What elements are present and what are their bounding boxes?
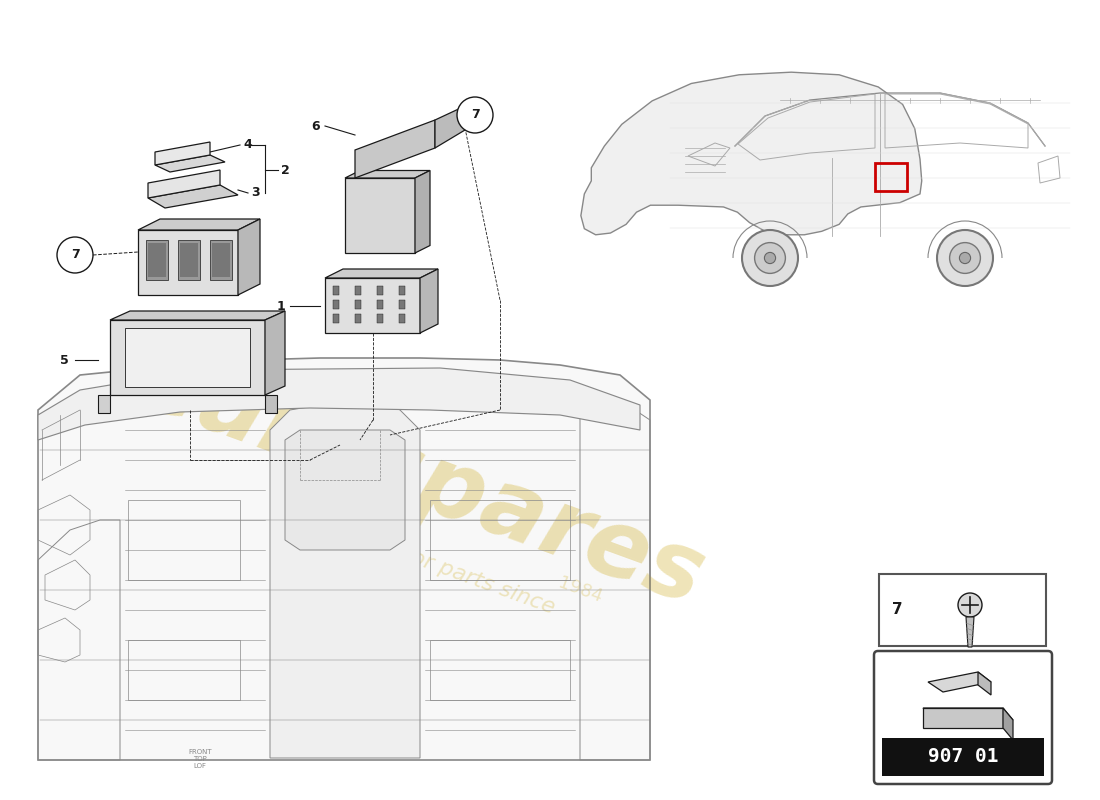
Polygon shape xyxy=(1003,708,1013,740)
Bar xyxy=(882,738,1044,776)
Polygon shape xyxy=(178,240,200,280)
Polygon shape xyxy=(324,269,438,278)
Polygon shape xyxy=(238,219,260,295)
Polygon shape xyxy=(324,278,420,333)
Polygon shape xyxy=(98,395,110,413)
Polygon shape xyxy=(148,170,220,198)
Circle shape xyxy=(959,253,970,264)
Polygon shape xyxy=(923,708,1003,728)
Bar xyxy=(333,314,339,323)
Polygon shape xyxy=(148,185,238,208)
Polygon shape xyxy=(345,170,430,178)
Polygon shape xyxy=(345,178,415,253)
Polygon shape xyxy=(928,672,991,692)
FancyBboxPatch shape xyxy=(879,574,1046,646)
Text: 7: 7 xyxy=(892,602,903,618)
Polygon shape xyxy=(265,311,285,395)
Polygon shape xyxy=(110,311,285,320)
Bar xyxy=(377,300,383,309)
Bar xyxy=(355,286,361,295)
Bar xyxy=(377,286,383,295)
Polygon shape xyxy=(434,106,465,148)
Polygon shape xyxy=(138,219,260,230)
Text: 1984: 1984 xyxy=(556,574,605,606)
Polygon shape xyxy=(39,368,640,440)
Polygon shape xyxy=(155,155,226,172)
Text: 907 01: 907 01 xyxy=(927,747,999,766)
Polygon shape xyxy=(148,243,166,277)
Polygon shape xyxy=(285,430,405,550)
Text: 5: 5 xyxy=(60,354,68,366)
Polygon shape xyxy=(355,120,434,178)
Polygon shape xyxy=(265,395,277,413)
Text: 7: 7 xyxy=(471,109,480,122)
Bar xyxy=(399,314,405,323)
Text: 4: 4 xyxy=(243,138,252,151)
Circle shape xyxy=(764,253,776,264)
Polygon shape xyxy=(420,269,438,333)
Circle shape xyxy=(949,242,980,274)
Text: 3: 3 xyxy=(251,186,260,199)
Polygon shape xyxy=(210,240,232,280)
Circle shape xyxy=(937,230,993,286)
Polygon shape xyxy=(110,320,265,395)
Text: TOP: TOP xyxy=(194,756,207,762)
Bar xyxy=(874,163,907,191)
Text: 2: 2 xyxy=(280,163,289,177)
Text: 6: 6 xyxy=(311,119,320,133)
Polygon shape xyxy=(39,358,650,760)
Bar xyxy=(377,314,383,323)
Circle shape xyxy=(456,97,493,133)
Polygon shape xyxy=(125,328,250,387)
Circle shape xyxy=(742,230,797,286)
Bar xyxy=(399,300,405,309)
Text: authorised for parts since: authorised for parts since xyxy=(282,502,558,618)
Polygon shape xyxy=(581,72,922,234)
Circle shape xyxy=(57,237,94,273)
Text: FRONT: FRONT xyxy=(188,749,212,755)
Text: 7: 7 xyxy=(70,249,79,262)
Bar xyxy=(333,300,339,309)
Circle shape xyxy=(958,593,982,617)
Text: LOF: LOF xyxy=(194,763,207,769)
Bar xyxy=(333,286,339,295)
Text: eurospares: eurospares xyxy=(123,334,716,626)
Polygon shape xyxy=(923,708,1013,720)
Polygon shape xyxy=(155,142,210,165)
Polygon shape xyxy=(138,230,238,295)
Polygon shape xyxy=(270,400,420,758)
Polygon shape xyxy=(966,617,974,647)
Polygon shape xyxy=(978,672,991,695)
FancyBboxPatch shape xyxy=(874,651,1052,784)
Bar xyxy=(399,286,405,295)
Bar xyxy=(355,300,361,309)
Circle shape xyxy=(755,242,785,274)
Bar xyxy=(355,314,361,323)
Text: 1: 1 xyxy=(277,299,286,313)
Polygon shape xyxy=(180,243,198,277)
Polygon shape xyxy=(415,170,430,253)
Polygon shape xyxy=(212,243,230,277)
Polygon shape xyxy=(146,240,168,280)
